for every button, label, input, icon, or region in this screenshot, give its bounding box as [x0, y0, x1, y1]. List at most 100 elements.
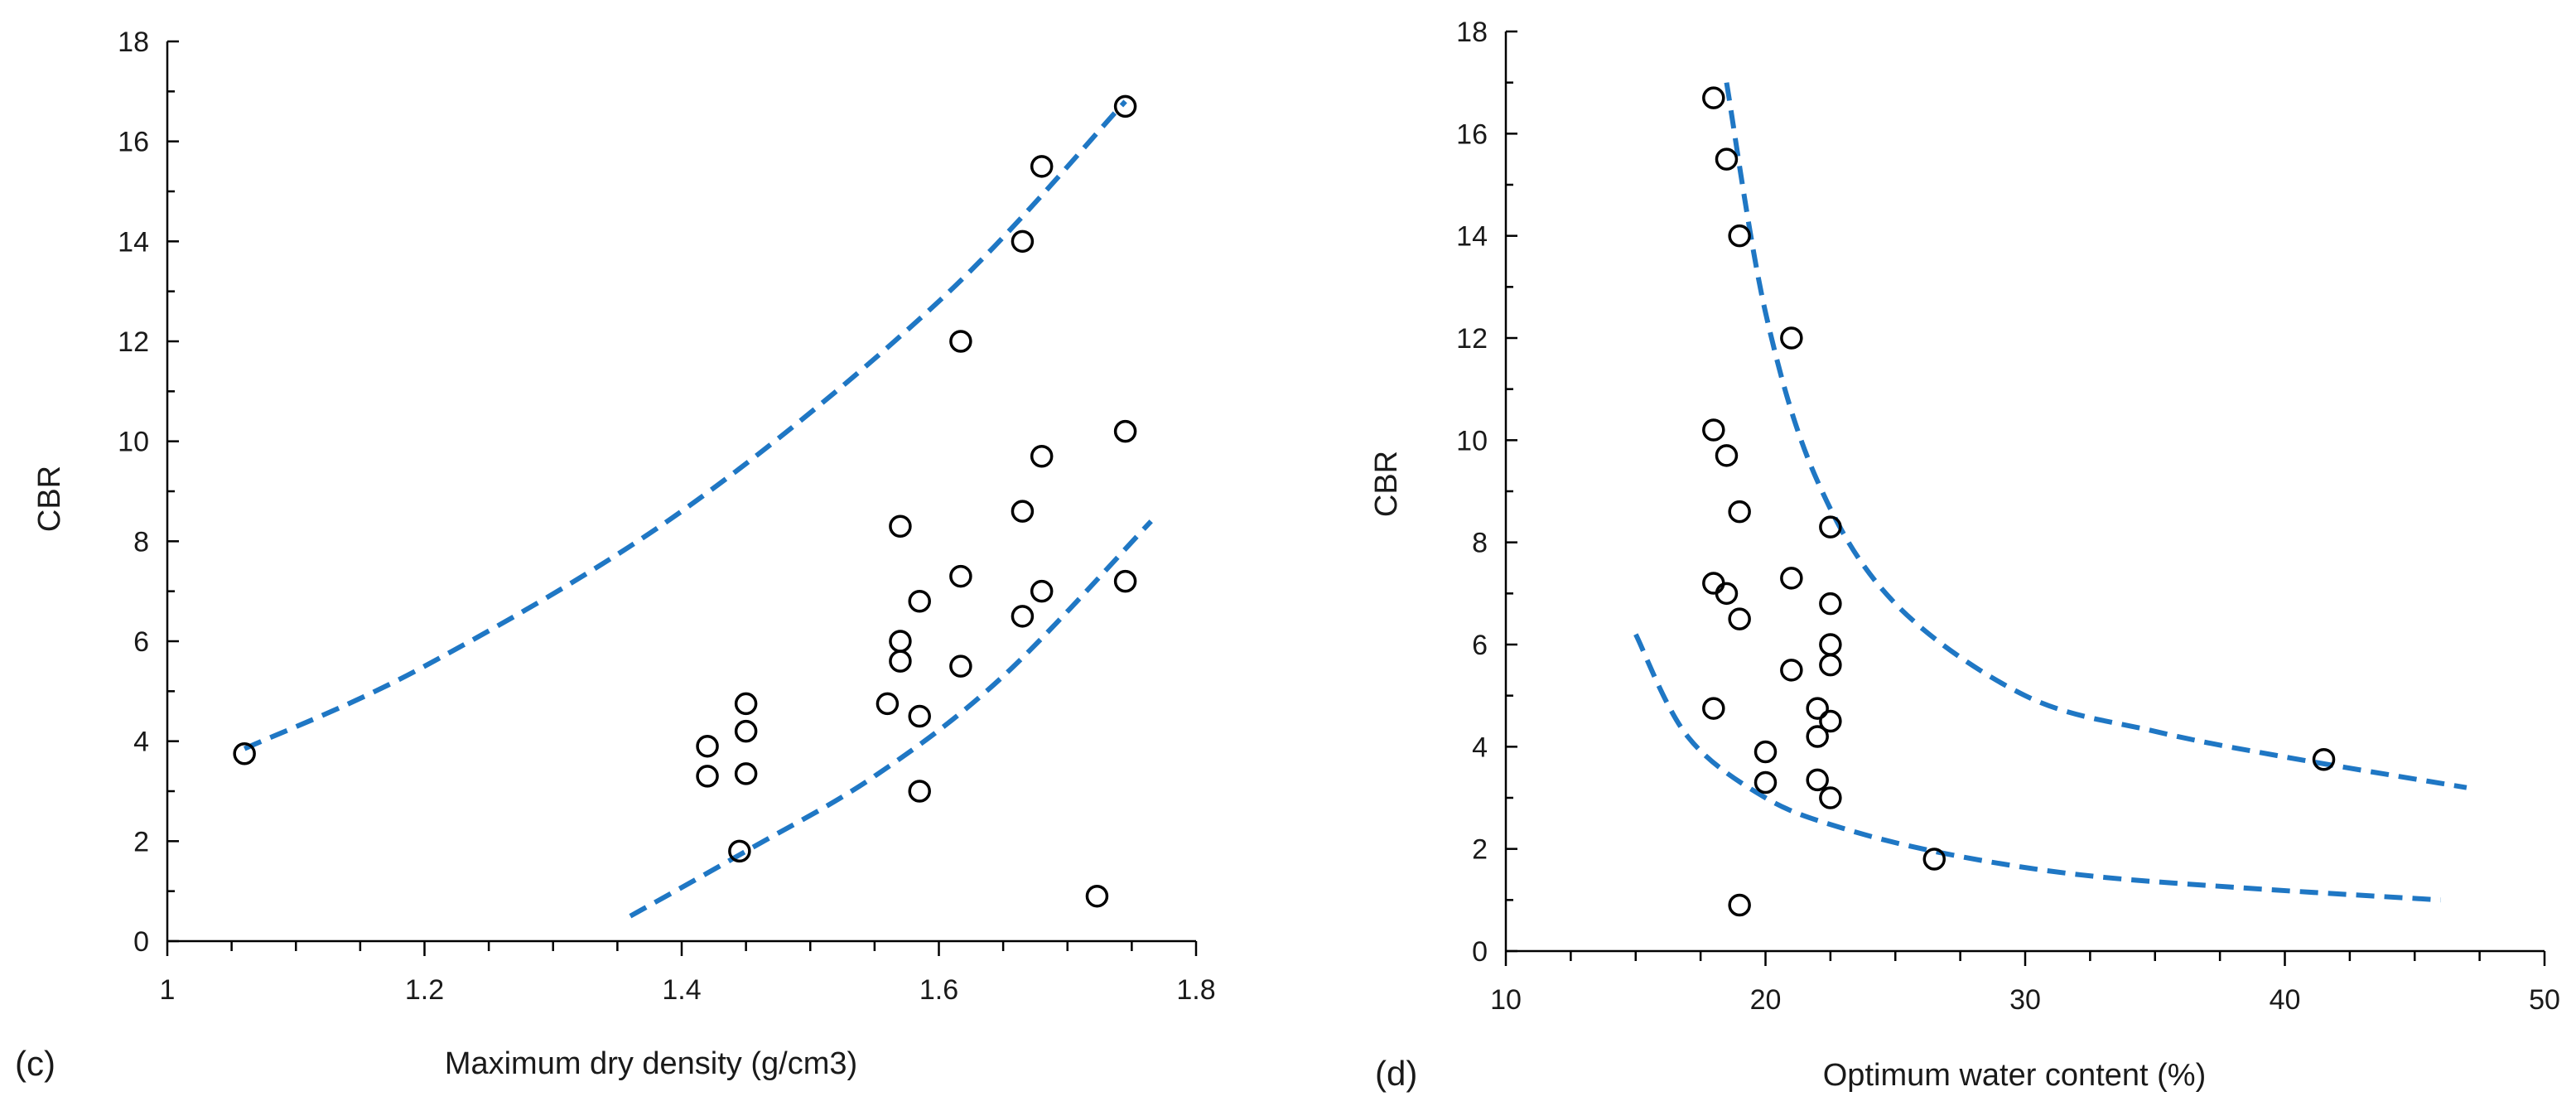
data-point-d — [1728, 224, 1751, 248]
panel-c: (c) Maximum dry density (g/cm3) CBR 0 2 4 6… — [15, 27, 1216, 1083]
y-tick-label-d: 4 — [1472, 732, 1488, 763]
data-point-c — [949, 654, 972, 678]
data-point-d — [1728, 893, 1751, 917]
data-point-d — [1806, 697, 1829, 720]
x-tick-label-d: 50 — [2529, 984, 2560, 1016]
x-tick-label-c: 1.6 — [919, 974, 958, 1006]
x-tick-label-d: 20 — [1750, 984, 1782, 1016]
panel-d: (d) Optimum water content (%) CBR 0 2 4 6 8 1… — [1369, 17, 2560, 1093]
data-point-d — [1819, 633, 1842, 656]
data-point-c — [876, 692, 900, 716]
data-point-c — [1085, 884, 1109, 908]
y-tick-label-c: 10 — [118, 427, 149, 458]
y-tick-label-d: 10 — [1456, 425, 1488, 456]
trend-line-upper-bound-d — [1724, 82, 2467, 790]
x-tick-label-c: 1.4 — [662, 974, 701, 1006]
data-point-c — [949, 564, 972, 588]
data-point-d — [1715, 444, 1739, 467]
data-point-c — [949, 330, 972, 353]
y-tick-label-c: 18 — [118, 27, 149, 58]
data-point-d — [1728, 500, 1751, 524]
y-tick-label-d: 8 — [1472, 528, 1488, 559]
x-ticks-c: 1 1.2 1.4 1.6 1.8 — [160, 941, 1216, 1006]
trend-line-upper-bound-c — [243, 99, 1127, 751]
data-points-d — [1702, 86, 2336, 917]
y-tick-label-d: 6 — [1472, 630, 1488, 661]
data-point-d — [1702, 86, 1725, 109]
y-tick-label-c: 2 — [133, 826, 149, 857]
data-point-d — [1702, 572, 1725, 595]
data-point-c — [889, 514, 912, 538]
data-point-d — [1702, 697, 1725, 720]
x-ticks-d: 10 20 30 40 50 — [1490, 951, 2560, 1016]
y-ticks-d: 0 2 4 6 8 10 12 14 16 18 — [1456, 17, 1517, 968]
data-point-d — [1806, 725, 1829, 748]
data-point-d — [1819, 653, 1842, 677]
data-point-d — [1806, 768, 1829, 792]
data-point-c — [908, 704, 931, 728]
y-tick-label-c: 8 — [133, 526, 149, 558]
data-point-d — [1715, 147, 1739, 171]
y-axis-title-c: CBR — [32, 466, 67, 532]
data-point-d — [1728, 607, 1751, 630]
data-point-d — [1715, 582, 1739, 606]
y-tick-label-c: 16 — [118, 127, 149, 158]
data-point-d — [1819, 709, 1842, 733]
data-point-c — [1113, 569, 1137, 593]
data-point-d — [1780, 326, 1803, 350]
data-point-c — [1011, 500, 1035, 523]
data-point-c — [1113, 94, 1137, 118]
data-point-d — [1819, 515, 1842, 539]
data-point-d — [1780, 659, 1803, 682]
trend-lines-c — [243, 99, 1153, 919]
x-tick-label-c: 1.2 — [405, 974, 444, 1006]
data-point-c — [1113, 419, 1137, 443]
data-point-c — [696, 734, 719, 758]
x-tick-label-c: 1.8 — [1176, 974, 1215, 1006]
data-points-c — [233, 94, 1137, 908]
y-tick-label-c: 14 — [118, 226, 149, 258]
data-point-c — [908, 589, 931, 613]
y-tick-label-d: 12 — [1456, 323, 1488, 355]
panel-label-c: (c) — [15, 1044, 55, 1083]
data-point-c — [1030, 445, 1054, 468]
data-point-c — [889, 650, 912, 673]
data-point-c — [734, 719, 758, 743]
data-point-c — [1030, 155, 1054, 178]
data-point-d — [1754, 740, 1778, 764]
data-point-c — [889, 630, 912, 653]
x-tick-label-c: 1 — [160, 974, 176, 1006]
data-point-c — [1011, 605, 1035, 628]
data-point-c — [728, 839, 751, 863]
trend-lines-d — [1633, 82, 2467, 903]
y-tick-label-c: 0 — [133, 926, 149, 958]
y-ticks-c: 0 2 4 6 8 10 12 14 16 18 — [118, 27, 179, 958]
x-axis-title-c: Maximum dry density (g/cm3) — [445, 1046, 857, 1081]
y-tick-label-c: 6 — [133, 626, 149, 658]
data-point-c — [1030, 579, 1054, 603]
data-point-c — [734, 692, 758, 716]
y-tick-label-d: 16 — [1456, 118, 1488, 150]
y-axis-title-d: CBR — [1369, 451, 1404, 517]
data-point-c — [734, 762, 758, 785]
panel-label-d: (d) — [1375, 1054, 1417, 1093]
data-point-d — [1922, 848, 1946, 871]
y-tick-label-d: 2 — [1472, 834, 1488, 866]
data-point-c — [1011, 229, 1035, 254]
data-point-d — [1702, 418, 1725, 442]
y-tick-label-d: 0 — [1472, 936, 1488, 968]
x-axis-title-d: Optimum water content (%) — [1823, 1058, 2206, 1093]
data-point-d — [2312, 748, 2336, 771]
data-point-c — [696, 765, 719, 788]
y-tick-label-c: 12 — [118, 326, 149, 358]
trend-line-lower-bound-d — [1633, 633, 2441, 903]
x-tick-label-d: 10 — [1490, 984, 1522, 1016]
data-point-d — [1819, 592, 1842, 616]
data-point-d — [1780, 567, 1803, 590]
data-point-d — [1819, 786, 1842, 809]
trend-line-lower-bound-c — [629, 519, 1153, 919]
y-tick-label-d: 14 — [1456, 221, 1488, 253]
data-point-c — [233, 742, 256, 766]
y-tick-label-d: 18 — [1456, 17, 1488, 48]
